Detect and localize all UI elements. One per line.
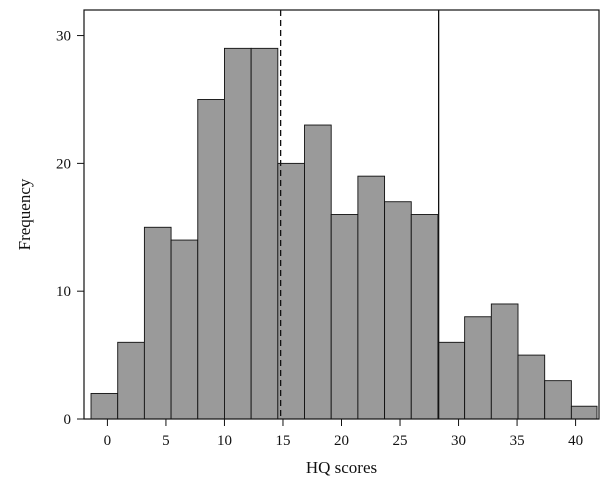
histogram-bar [277, 162, 305, 420]
histogram-bar [357, 175, 386, 420]
histogram-bar [464, 316, 492, 420]
histogram-bar [490, 303, 519, 420]
histogram-bar [410, 214, 439, 420]
histogram-bar [117, 341, 145, 420]
histogram-bar [544, 380, 572, 420]
x-tick-label: 25 [393, 433, 408, 449]
y-tick-label: 30 [56, 29, 71, 45]
y-tick-label: 20 [56, 156, 71, 172]
histogram-bar [517, 354, 546, 420]
histogram-bar [197, 99, 225, 420]
histogram-bar [437, 341, 466, 420]
x-tick-label: 5 [162, 433, 170, 449]
x-tick-label: 0 [104, 433, 112, 449]
histogram-bar [304, 124, 332, 420]
histogram-bar [570, 405, 598, 420]
histogram-bar [384, 201, 412, 420]
x-tick-label: 30 [451, 433, 466, 449]
histogram-bars [90, 47, 598, 420]
histogram-bar [224, 47, 252, 420]
x-axis-title: HQ scores [306, 458, 377, 477]
y-tick-label: 10 [56, 284, 71, 300]
x-tick-label: 35 [510, 433, 525, 449]
y-tick-label: 0 [64, 412, 72, 428]
y-axis-ticks: 0 10 20 30 [56, 29, 84, 428]
y-axis-title: Frequency [15, 178, 34, 250]
histogram-bar [90, 392, 119, 420]
reference-lines [279, 10, 440, 419]
x-axis-ticks: 0 5 10 15 20 25 30 35 40 [104, 419, 583, 449]
x-tick-label: 15 [275, 433, 290, 449]
histogram-bar [250, 47, 279, 420]
x-tick-label: 40 [568, 433, 583, 449]
x-tick-label: 10 [217, 433, 232, 449]
x-tick-label: 20 [334, 433, 349, 449]
histogram-bar [143, 226, 172, 420]
histogram-bar [330, 214, 359, 420]
histogram-bar [170, 239, 199, 420]
